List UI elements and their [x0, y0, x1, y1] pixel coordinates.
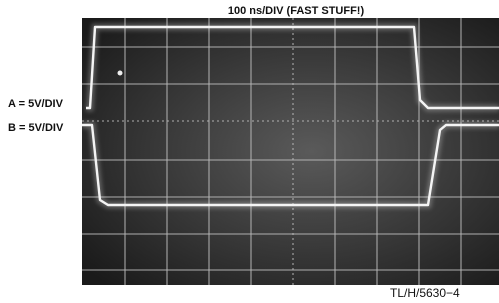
figure-id: TL/H/5630−4	[390, 286, 460, 300]
trace-spot	[118, 71, 123, 76]
oscilloscope-figure: 100 ns/DIV (FAST STUFF!) A = 5V/DIV B = …	[0, 0, 499, 303]
title: 100 ns/DIV (FAST STUFF!)	[228, 5, 365, 17]
channel-a-label: A = 5V/DIV	[8, 98, 64, 110]
channel-b-label: B = 5V/DIV	[8, 122, 64, 134]
